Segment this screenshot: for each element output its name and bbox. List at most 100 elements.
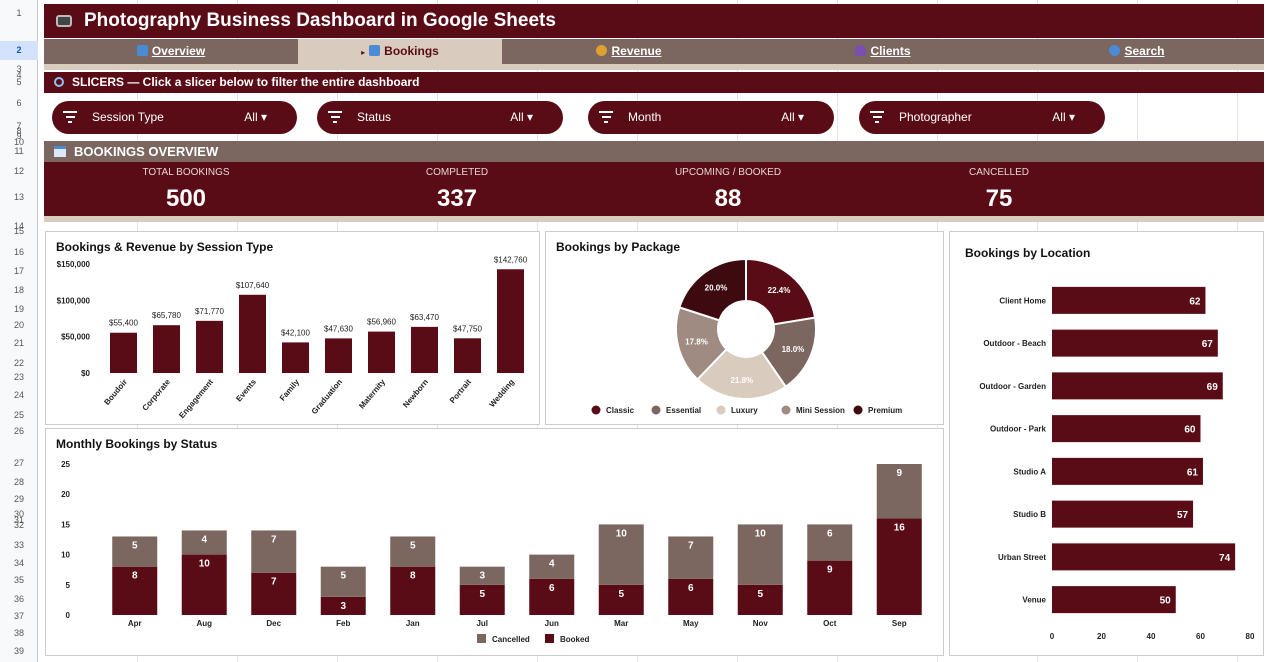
chart-location-card[interactable]: Bookings by Location 62 Client Home 67 Outd…: [949, 231, 1264, 656]
data-label: 5: [618, 589, 624, 600]
chart-title: Bookings & Revenue by Session Type: [56, 240, 274, 254]
bar: [239, 294, 266, 373]
tab-overview[interactable]: Overview: [44, 39, 298, 64]
row-number: 30: [13, 509, 24, 519]
x-tick-label: Maternity: [357, 377, 387, 410]
legend-label: Luxury: [731, 406, 758, 415]
legend-label: Essential: [666, 406, 701, 415]
x-tick-label: Mar: [614, 619, 628, 628]
pie-slice: [745, 257, 817, 326]
slicer-photographer[interactable]: Photographer All ▾: [859, 101, 1105, 134]
x-tick-label: 20: [1097, 632, 1106, 641]
bar-cancelled: [112, 536, 158, 567]
bar-booked: [529, 578, 575, 615]
bar-booked: [737, 584, 783, 615]
legend-swatch: [853, 405, 863, 415]
x-tick-label: Nov: [753, 619, 769, 628]
filter-icon: [62, 111, 78, 126]
row-number: 5: [16, 77, 22, 87]
bar: [497, 269, 524, 373]
slicer-value: All ▾: [510, 110, 533, 124]
bookings-overview-header: BOOKINGS OVERVIEW: [44, 141, 1264, 162]
slicer-label: Month: [628, 110, 662, 124]
data-label: 5: [757, 589, 763, 600]
y-tick-label: $150,000: [57, 260, 91, 269]
bar-cancelled: [807, 524, 853, 561]
data-label: $42,100: [281, 328, 310, 337]
x-tick-label: Portrait: [448, 377, 473, 405]
legend-label: Mini Session: [796, 406, 845, 415]
row-number: 23: [13, 372, 24, 382]
data-label: 16: [894, 522, 906, 533]
bar: [1052, 286, 1206, 314]
data-label: 5: [132, 540, 138, 551]
data-label: $47,750: [453, 324, 482, 333]
legend-label: Premium: [868, 406, 902, 415]
x-tick-label: Jan: [406, 619, 420, 628]
x-tick-label: Oct: [823, 619, 837, 628]
magnifier-icon: [54, 77, 64, 87]
row-number: 20: [13, 320, 24, 330]
legend-label: Classic: [606, 406, 635, 415]
slicer-session-type[interactable]: Session Type All ▾: [52, 101, 297, 134]
slice-label: 20.0%: [705, 284, 728, 293]
data-label: $47,630: [324, 324, 353, 333]
calendar-icon: [54, 146, 66, 157]
legend-label: Cancelled: [492, 635, 530, 644]
bar: [196, 320, 223, 373]
y-tick-label: 10: [61, 551, 70, 560]
row-number: 25: [13, 410, 24, 420]
tab-clients[interactable]: Clients: [756, 39, 1010, 64]
bar-cancelled: [459, 566, 505, 585]
y-tick-label: 0: [66, 611, 71, 620]
slice-label: 18.0%: [782, 345, 805, 354]
row-number: 7: [16, 121, 22, 131]
data-label: 10: [616, 528, 628, 539]
bar: [1052, 543, 1236, 571]
data-label: 8: [132, 571, 138, 582]
slicer-status[interactable]: Status All ▾: [317, 101, 563, 134]
bar: [282, 342, 309, 373]
bar-cancelled: [668, 536, 714, 579]
legend-label: Booked: [560, 635, 589, 644]
x-tick-label: Engagement: [177, 377, 215, 420]
chart-monthly-card[interactable]: Monthly Bookings by Status 0 5 10 15 20 25 8 5 A…: [45, 428, 944, 656]
divider-strip: [44, 64, 1264, 70]
data-label: 5: [479, 589, 485, 600]
bar-cancelled: [598, 524, 644, 585]
chart-session-type-card[interactable]: Bookings & Revenue by Session Type $0 $50…: [45, 231, 540, 425]
row-number: 11: [14, 146, 24, 156]
y-tick-label: $50,000: [61, 333, 90, 342]
tab-revenue[interactable]: Revenue: [502, 39, 756, 64]
chart-package-card[interactable]: Bookings by Package 22.4% 18.0% 21.8% 17.8%…: [545, 231, 944, 425]
bar-booked: [598, 584, 644, 615]
active-marker-icon: ▸: [361, 48, 366, 57]
data-label: 60: [1184, 425, 1196, 436]
chart-title: Bookings by Package: [556, 240, 681, 254]
y-tick-label: Urban Street: [998, 553, 1046, 562]
data-label: 7: [271, 577, 277, 588]
slicer-label: Session Type: [92, 110, 164, 124]
camera-icon: [56, 15, 72, 27]
x-tick-label: 60: [1196, 632, 1205, 641]
pie-slice: [696, 347, 788, 400]
legend-swatch: [716, 405, 726, 415]
y-tick-label: 5: [66, 581, 71, 590]
bar: [368, 331, 395, 373]
slicer-value: All ▾: [244, 110, 267, 124]
tab-bookings[interactable]: ▸ Bookings: [298, 39, 502, 64]
kpi-panel: TOTAL BOOKINGS 500 COMPLETED 337 UPCOMING …: [44, 162, 1264, 216]
slicer-month[interactable]: Month All ▾: [588, 101, 834, 134]
row-number: 18: [13, 285, 24, 295]
row-number: 8: [16, 126, 22, 136]
legend-swatch: [651, 405, 661, 415]
data-label: $55,400: [109, 319, 138, 328]
package-chart: 22.4% 18.0% 21.8% 17.8% 20.0% Classic Essentia…: [591, 257, 902, 415]
data-label: 7: [688, 540, 694, 551]
row-number: 37: [13, 611, 24, 621]
tab-search[interactable]: Search: [1010, 39, 1264, 64]
data-label: 9: [827, 565, 833, 576]
slice-label: 21.8%: [730, 376, 753, 385]
bar-booked: [876, 518, 922, 615]
data-label: 4: [549, 559, 555, 570]
